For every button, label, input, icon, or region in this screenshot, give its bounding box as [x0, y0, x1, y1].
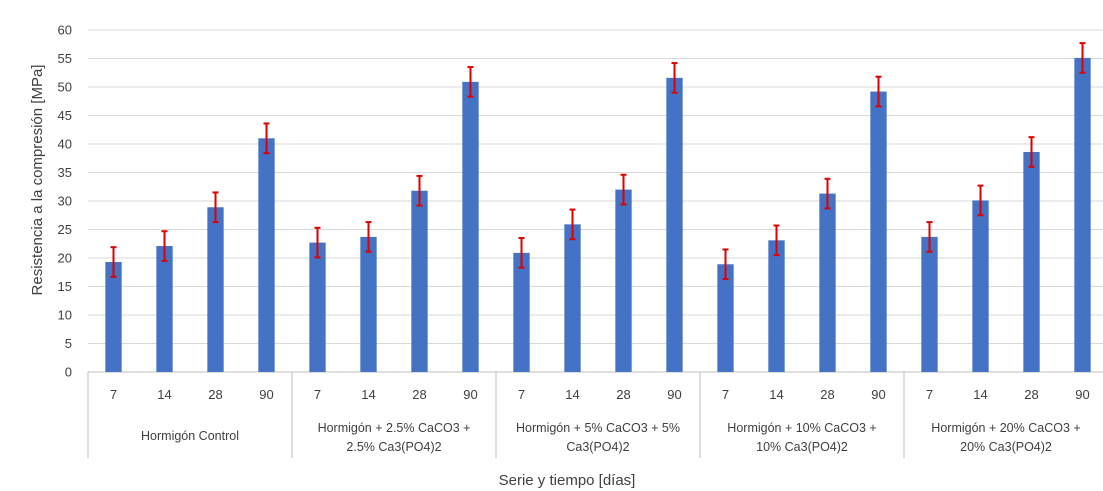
x-tick-label: 28	[820, 387, 834, 402]
y-tick-label: 60	[58, 23, 72, 38]
bar	[309, 242, 326, 372]
x-tick-label: 7	[518, 387, 525, 402]
x-tick-label: 14	[157, 387, 171, 402]
y-tick-label: 35	[58, 165, 72, 180]
bar	[258, 138, 275, 372]
bar	[666, 77, 683, 372]
x-tick-label: 28	[208, 387, 222, 402]
group-label: Ca3(PO4)2	[566, 440, 629, 454]
group-label: Hormigón + 10% CaCO3 +	[727, 421, 876, 435]
y-tick-label: 25	[58, 222, 72, 237]
y-tick-label: 0	[65, 365, 72, 380]
x-tick-label: 28	[1024, 387, 1038, 402]
y-tick-label: 40	[58, 137, 72, 152]
x-tick-label: 7	[722, 387, 729, 402]
x-tick-label: 28	[412, 387, 426, 402]
y-tick-label: 50	[58, 80, 72, 95]
y-tick-label: 15	[58, 279, 72, 294]
y-axis-title: Resistencia a la compresión [MPa]	[29, 65, 46, 296]
x-axis-title: Serie y tiempo [días]	[499, 472, 636, 489]
group-label: Hormigón + 20% CaCO3 +	[931, 421, 1080, 435]
x-tick-label: 90	[667, 387, 681, 402]
y-tick-label: 45	[58, 108, 72, 123]
bar	[819, 193, 836, 372]
group-label: 2.5% Ca3(PO4)2	[346, 440, 441, 454]
bar	[207, 207, 224, 372]
y-tick-label: 20	[58, 251, 72, 266]
bar	[564, 224, 581, 372]
bar	[870, 91, 887, 372]
x-tick-label: 7	[926, 387, 933, 402]
bar	[156, 246, 173, 372]
bar	[1023, 151, 1040, 372]
group-label: Hormigón + 5% CaCO3 + 5%	[516, 421, 680, 435]
x-tick-label: 90	[1075, 387, 1089, 402]
x-tick-label: 28	[616, 387, 630, 402]
bar	[513, 252, 530, 372]
x-tick-label: 14	[769, 387, 783, 402]
y-tick-label: 30	[58, 194, 72, 209]
bar	[360, 236, 377, 372]
bar	[462, 81, 479, 373]
y-tick-label: 5	[65, 336, 72, 351]
y-tick-label: 10	[58, 308, 72, 323]
bar	[921, 236, 938, 372]
x-tick-label: 14	[973, 387, 987, 402]
group-label: Hormigón Control	[141, 429, 239, 443]
group-label: 20% Ca3(PO4)2	[960, 440, 1052, 454]
bar	[615, 189, 632, 372]
group-label: 10% Ca3(PO4)2	[756, 440, 848, 454]
x-tick-label: 7	[314, 387, 321, 402]
bar	[717, 264, 734, 372]
bar	[768, 240, 785, 372]
x-tick-label: 14	[565, 387, 579, 402]
bar	[972, 200, 989, 372]
x-tick-label: 90	[463, 387, 477, 402]
group-label: Hormigón + 2.5% CaCO3 +	[318, 421, 471, 435]
bar	[1074, 57, 1091, 373]
bar	[105, 261, 122, 372]
x-tick-label: 7	[110, 387, 117, 402]
x-tick-label: 14	[361, 387, 375, 402]
x-tick-label: 90	[871, 387, 885, 402]
x-tick-label: 90	[259, 387, 273, 402]
bar	[411, 190, 428, 372]
y-tick-label: 55	[58, 51, 72, 66]
